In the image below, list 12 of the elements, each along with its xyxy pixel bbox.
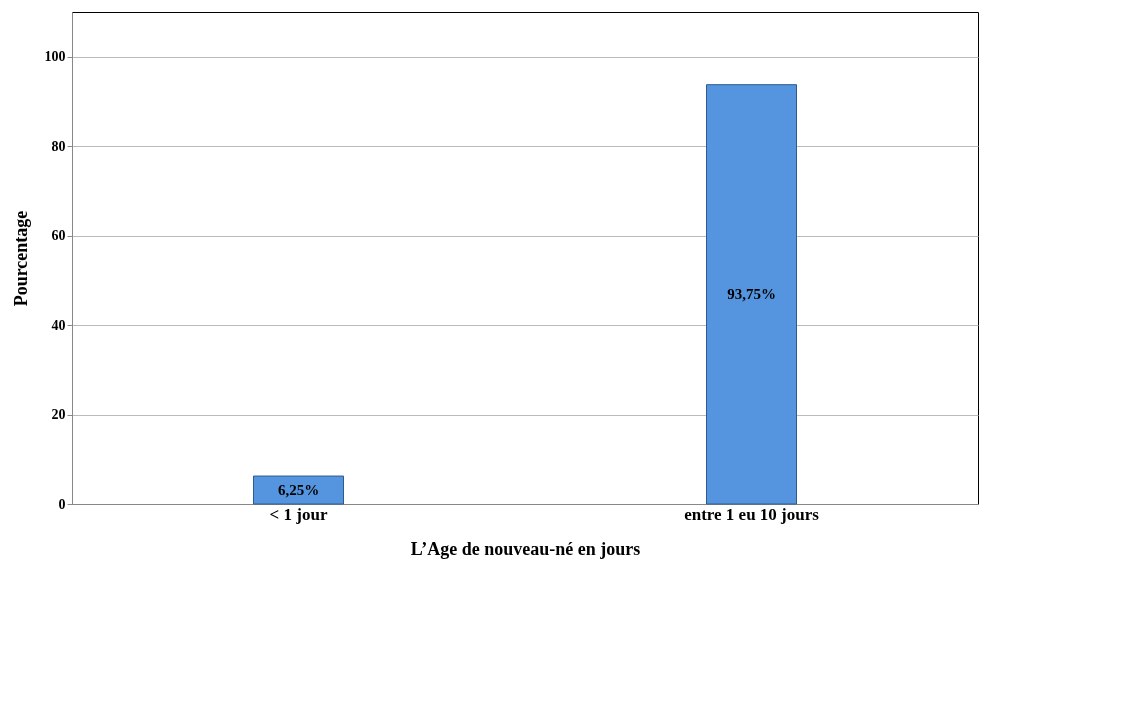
x-tick-label: < 1 jour: [269, 504, 328, 524]
y-tick-label: 0: [58, 496, 66, 512]
data-label: 6,25%: [277, 482, 320, 499]
y-tick-label: 40: [51, 317, 66, 333]
x-axis-title: L’Age de nouveau-né en jours: [410, 538, 641, 559]
data-label: 93,75%: [727, 286, 776, 303]
y-tick-label: 60: [51, 228, 66, 244]
y-tick-label: 100: [44, 49, 66, 65]
x-tick-label: entre 1 eu 10 jours: [684, 504, 820, 524]
y-axis-title: Pourcentage: [10, 210, 31, 307]
y-tick-label: 20: [51, 407, 66, 423]
y-tick-label: 80: [51, 138, 66, 154]
